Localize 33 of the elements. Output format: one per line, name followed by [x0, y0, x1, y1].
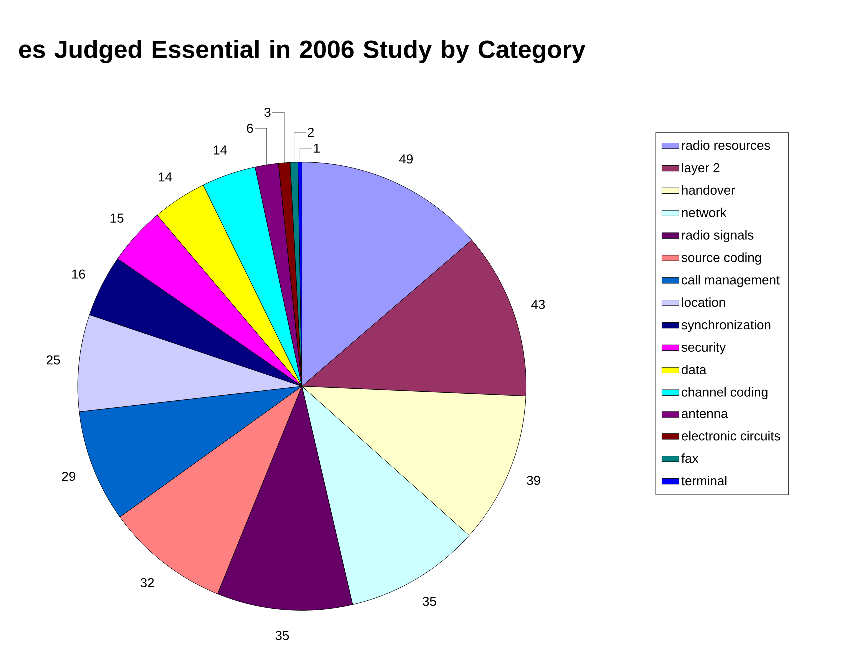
- data-label: 15: [110, 214, 124, 223]
- legend-label: fax: [682, 453, 699, 463]
- data-label: 39: [527, 476, 540, 485]
- legend-label: handover: [682, 185, 736, 195]
- data-label: 1: [314, 144, 320, 153]
- chart-title: es Judged Essential in 2006 Study by Category: [19, 40, 586, 64]
- legend-label: call management: [682, 275, 780, 288]
- data-label: 35: [422, 596, 436, 606]
- data-label: 29: [62, 472, 76, 481]
- legend-label: synchronization: [682, 320, 771, 332]
- legend-label: radio resources: [682, 140, 770, 150]
- data-label: 14: [159, 172, 172, 182]
- data-label: 14: [214, 146, 228, 154]
- legend-label: terminal: [682, 476, 727, 486]
- data-label: 35: [276, 630, 290, 640]
- data-label: 32: [140, 578, 154, 588]
- legend-label: layer 2: [682, 162, 720, 175]
- legend-label: network: [682, 208, 727, 218]
- data-label: 25: [46, 355, 60, 365]
- legend-label: location: [682, 297, 726, 307]
- data-label: 43: [532, 300, 546, 309]
- legend-label: source coding: [682, 252, 762, 265]
- data-label: 2: [308, 128, 314, 137]
- legend-label: channel coding: [682, 387, 768, 400]
- legend-label: security: [682, 342, 726, 354]
- data-label: 6: [247, 124, 254, 133]
- legend-label: radio signals: [682, 230, 754, 242]
- legend-label: data: [682, 364, 707, 374]
- data-label: 3: [264, 108, 271, 117]
- legend-label: electronic circuits: [682, 431, 780, 441]
- legend-label: antenna: [682, 410, 728, 418]
- data-label: 16: [72, 270, 86, 279]
- data-label: 49: [399, 154, 413, 164]
